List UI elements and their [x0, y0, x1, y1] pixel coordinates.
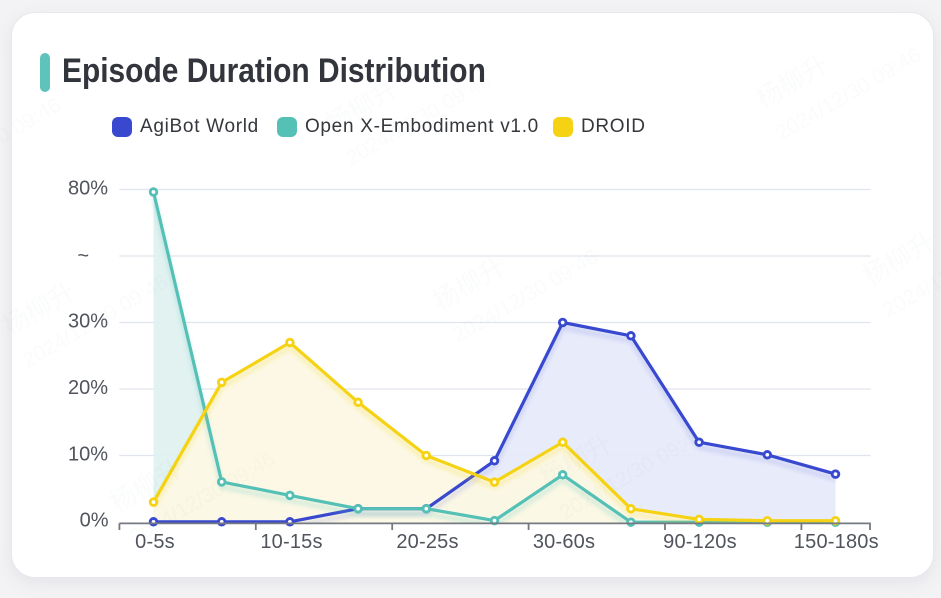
svg-text:0-5s: 0-5s: [135, 531, 175, 553]
svg-text:80%: 80%: [68, 178, 108, 200]
svg-text:10-15s: 10-15s: [260, 531, 322, 553]
svg-text:20%: 20%: [68, 377, 108, 399]
svg-text:30-60s: 30-60s: [533, 531, 595, 553]
svg-text:90-120s: 90-120s: [663, 531, 737, 553]
svg-text:150-180s: 150-180s: [794, 531, 879, 553]
svg-text:20-25s: 20-25s: [396, 531, 458, 553]
svg-text:0%: 0%: [80, 510, 109, 532]
svg-text:30%: 30%: [68, 311, 108, 333]
svg-text:10%: 10%: [68, 444, 108, 466]
svg-text:~: ~: [77, 245, 89, 267]
